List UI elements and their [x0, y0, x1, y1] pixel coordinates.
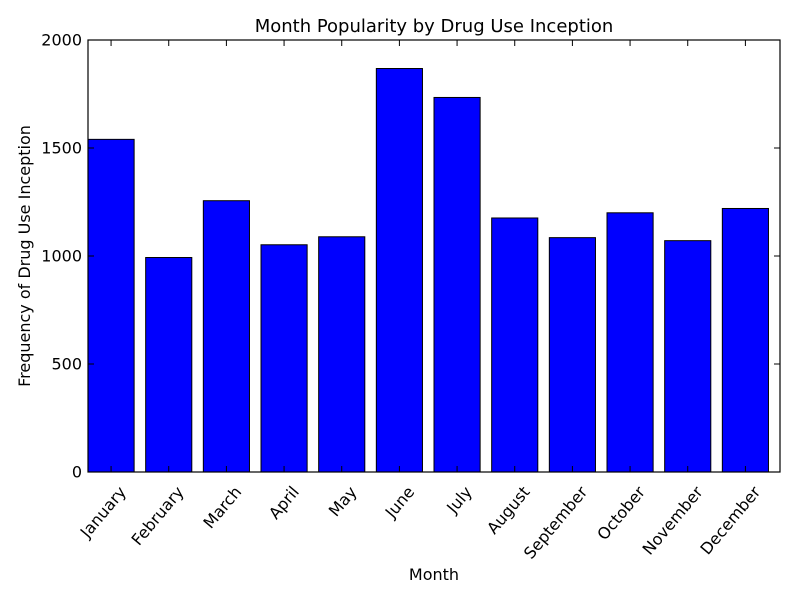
- x-tick-label: August: [483, 483, 534, 538]
- y-tick-label: 0: [72, 463, 82, 482]
- y-tick-label: 2000: [41, 31, 82, 50]
- x-tick-label: July: [442, 483, 476, 518]
- bar-may: [318, 236, 366, 473]
- bar-february: [145, 257, 193, 473]
- bar-march: [202, 200, 250, 473]
- bar-november: [664, 240, 712, 473]
- x-tick-label: June: [381, 483, 419, 523]
- bar-july: [433, 96, 481, 473]
- bar-april: [260, 244, 308, 473]
- bar-december: [721, 207, 769, 473]
- x-tick-label: April: [265, 483, 303, 523]
- x-axis-label: Month: [409, 565, 459, 584]
- bar-june: [375, 68, 423, 473]
- y-axis-label: Frequency of Drug Use Inception: [15, 125, 34, 387]
- bar-october: [606, 212, 654, 473]
- x-tick-label: January: [76, 483, 130, 542]
- bars-layer: [87, 68, 769, 473]
- x-tick-label: October: [593, 482, 649, 544]
- plot-frame: [87, 39, 781, 473]
- y-tick-label: 500: [51, 355, 82, 374]
- y-tick-label: 1000: [41, 247, 82, 266]
- x-tick-label: March: [199, 483, 245, 533]
- bar-september: [548, 237, 596, 473]
- bar-august: [491, 217, 539, 473]
- chart-title: Month Popularity by Drug Use Inception: [255, 16, 614, 37]
- y-tick-label: 1500: [41, 139, 82, 158]
- x-tick-label: December: [696, 482, 764, 558]
- bar-january: [87, 138, 135, 473]
- x-tick-label: May: [325, 483, 361, 521]
- x-tick-label: February: [127, 483, 187, 550]
